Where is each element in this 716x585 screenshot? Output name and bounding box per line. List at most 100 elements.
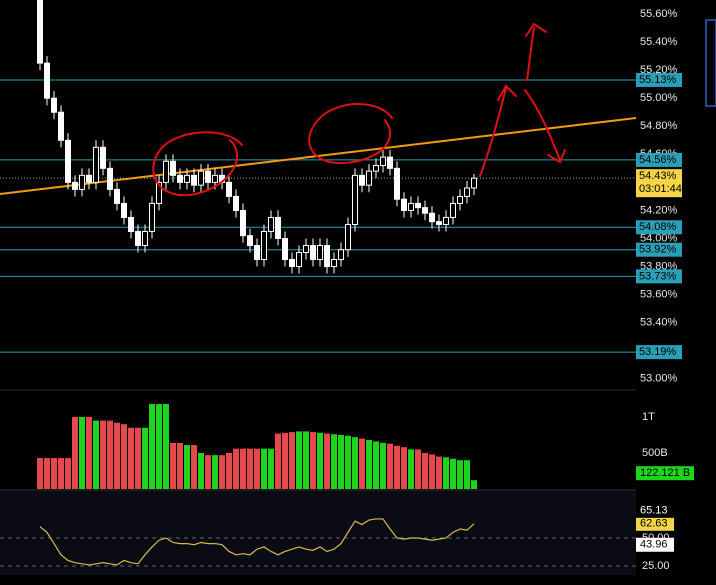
volume-bar xyxy=(233,448,239,489)
volume-bar xyxy=(471,480,477,489)
candle-body xyxy=(310,245,316,261)
scroll-handle[interactable] xyxy=(705,19,716,107)
volume-bar xyxy=(268,448,274,489)
volume-bar xyxy=(289,432,295,489)
candle-body xyxy=(303,245,309,254)
volume-bar xyxy=(72,416,78,489)
candle-body xyxy=(240,209,246,237)
volume-bar xyxy=(219,455,225,489)
candle-body xyxy=(457,195,463,204)
candle-body xyxy=(436,221,442,225)
candle-body xyxy=(275,216,281,239)
volume-bar xyxy=(149,404,155,489)
candle-body xyxy=(289,259,295,268)
volume-bar xyxy=(303,431,309,489)
hand-drawing xyxy=(152,22,566,197)
y-tick-label: 25.00 xyxy=(642,560,670,572)
volume-bar xyxy=(247,448,253,489)
y-tick-label: 53.00% xyxy=(640,373,678,385)
volume-bar xyxy=(443,457,449,489)
y-tick-label: 55.40% xyxy=(640,36,678,48)
volume-bar xyxy=(310,432,316,489)
candle-body xyxy=(373,165,379,172)
rsi-badge xyxy=(636,537,674,552)
level-badge xyxy=(636,72,682,87)
candle-body xyxy=(352,174,358,225)
volume-bar xyxy=(58,458,64,489)
candle-body xyxy=(429,212,435,223)
y-tick-label: 53.40% xyxy=(640,317,678,329)
y-tick-label: 55.60% xyxy=(640,8,678,20)
candle-body xyxy=(331,259,337,268)
last-price-label: 54.43% xyxy=(639,170,677,182)
rsi-badge xyxy=(636,503,674,518)
volume-bar xyxy=(107,420,113,489)
level-label: 53.19% xyxy=(639,346,677,358)
countdown-label: 03:01:44 xyxy=(639,183,682,195)
last-price-badge xyxy=(636,169,682,198)
level-badge xyxy=(636,242,682,257)
y-tick-label: 54.00% xyxy=(640,232,678,244)
candle-body xyxy=(114,188,120,204)
volume-bar xyxy=(415,449,421,489)
candle-body xyxy=(198,170,204,186)
candle-body xyxy=(268,216,274,232)
candle-body xyxy=(51,97,57,113)
level-badge xyxy=(636,152,682,167)
y-tick-label: 54.80% xyxy=(640,120,678,132)
candle-body xyxy=(282,237,288,261)
candle-body xyxy=(156,181,162,204)
rsi-badge-label: 43.96 xyxy=(640,539,668,551)
volume-bar xyxy=(93,420,99,489)
candle-body xyxy=(338,249,344,261)
volume-bar xyxy=(366,440,372,489)
arrow-annotation xyxy=(525,22,547,81)
level-label: 54.08% xyxy=(639,221,677,233)
candle-body xyxy=(177,174,183,183)
volume-bar xyxy=(282,432,288,489)
circle-annotation xyxy=(152,131,243,197)
volume-bar xyxy=(450,458,456,489)
volume-bar xyxy=(373,441,379,489)
volume-bar xyxy=(331,434,337,489)
level-badge xyxy=(636,220,682,235)
candle-body xyxy=(408,202,414,211)
volume-bar xyxy=(422,452,428,489)
candle-body xyxy=(345,223,351,251)
candle-body xyxy=(44,62,50,99)
candle-body xyxy=(100,146,106,169)
candle-body xyxy=(72,181,78,190)
volume-bar xyxy=(436,456,442,489)
volume-bar xyxy=(429,454,435,489)
candle-body xyxy=(422,207,428,214)
volume-bar xyxy=(338,434,344,489)
volume-label: 122.121 B xyxy=(640,467,690,479)
y-tick-label: 500B xyxy=(642,447,668,459)
candle-body xyxy=(450,202,456,218)
volume-bar xyxy=(79,416,85,489)
level-label: 53.73% xyxy=(639,270,677,282)
candle-body xyxy=(37,0,43,64)
candle-body xyxy=(324,245,330,268)
level-label: 54.56% xyxy=(639,154,677,166)
candle-body xyxy=(121,202,127,218)
candle-body xyxy=(135,230,141,247)
volume-bar xyxy=(387,443,393,489)
volume-bar xyxy=(394,445,400,489)
candle-body xyxy=(366,170,372,186)
candle-body xyxy=(443,216,449,225)
candle-body xyxy=(387,156,393,169)
candle-body xyxy=(261,230,267,261)
volume-bar xyxy=(86,416,92,489)
candle-body xyxy=(212,174,218,183)
rsi-line xyxy=(39,518,475,566)
candle-body xyxy=(170,160,176,176)
y-tick-label: 1T xyxy=(642,411,655,423)
candle-body xyxy=(86,174,92,183)
volume-bar xyxy=(464,460,470,489)
volume-bar xyxy=(212,455,218,489)
volume-bar xyxy=(163,404,169,489)
volume-bar xyxy=(205,455,211,489)
candle-body xyxy=(142,230,148,247)
